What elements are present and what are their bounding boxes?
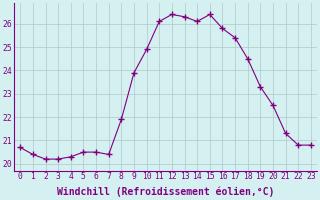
X-axis label: Windchill (Refroidissement éolien,°C): Windchill (Refroidissement éolien,°C) (57, 187, 274, 197)
